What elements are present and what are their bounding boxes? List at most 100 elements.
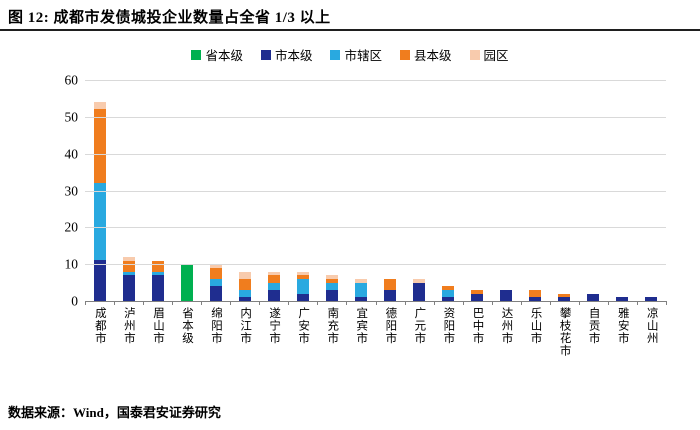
bar-column: [405, 80, 434, 301]
x-tick-mark: [259, 301, 261, 305]
y-tick-label: 30: [64, 182, 79, 198]
bar-segment: [93, 102, 106, 110]
bar-column: [172, 80, 201, 301]
bar-segment: [209, 278, 222, 287]
bar-segment: [325, 275, 338, 279]
x-label-column: 凉山州: [637, 307, 666, 357]
bar-segment: [122, 275, 135, 301]
x-tick-mark: [462, 301, 464, 305]
bar-segment: [296, 293, 309, 301]
x-tick-mark: [172, 301, 174, 305]
stacked-bar: [413, 278, 426, 301]
bar-segment: [616, 297, 629, 301]
bar-column: [463, 80, 492, 301]
figure-title: 图 12: 成都市发债城投企业数量占全省 1/3 以上: [8, 10, 331, 26]
bar-segment: [383, 289, 396, 301]
x-tick-mark: [520, 301, 522, 305]
x-label-column: 内江市: [230, 307, 259, 357]
legend-swatch-icon: [400, 49, 410, 60]
x-category-label: 广元市: [413, 307, 426, 345]
bar-segment: [93, 183, 106, 261]
legend-item: 市本级: [260, 45, 313, 64]
y-tick-label: 20: [64, 219, 79, 235]
gridline: [85, 264, 666, 266]
bar-segment: [354, 297, 367, 301]
legend-label: 市本级: [274, 49, 313, 63]
x-category-label: 达州市: [500, 307, 513, 345]
bar-column: [85, 80, 114, 301]
bar-segment: [325, 289, 338, 301]
x-category-label: 德阳市: [384, 307, 397, 345]
x-tick-mark: [346, 301, 348, 305]
x-category-label: 攀枝花市: [558, 307, 571, 357]
x-label-column: 资阳市: [434, 307, 463, 357]
x-label-column: 雅安市: [608, 307, 637, 357]
x-label-column: 成都市: [85, 307, 114, 357]
stacked-bar: [325, 275, 338, 301]
bar-segment: [296, 275, 309, 279]
gridline: [85, 116, 666, 118]
bar-segment: [209, 264, 222, 268]
x-tick-mark: [433, 301, 435, 305]
bar-segment: [354, 282, 367, 298]
x-label-column: 自贡市: [579, 307, 608, 357]
x-tick-mark: [201, 301, 203, 305]
bar-series-container: [85, 80, 666, 301]
bar-column: [375, 80, 404, 301]
bar-segment: [325, 278, 338, 283]
bar-column: [608, 80, 637, 301]
legend-label: 县本级: [414, 49, 452, 63]
bar-column: [230, 80, 259, 301]
bar-column: [317, 80, 346, 301]
x-label-column: 宜宾市: [346, 307, 375, 357]
bar-column: [201, 80, 230, 301]
x-category-label: 乐山市: [529, 307, 542, 345]
bar-column: [550, 80, 579, 301]
bar-segment: [238, 271, 251, 279]
x-category-label: 内江市: [239, 307, 252, 345]
bar-segment: [558, 293, 571, 298]
bar-segment: [151, 271, 164, 276]
bar-segment: [442, 286, 455, 290]
bar-segment: [442, 289, 455, 298]
x-label-column: 眉山市: [143, 307, 172, 357]
bar-segment: [267, 289, 280, 301]
bar-segment: [180, 264, 193, 301]
legend-label: 园区: [483, 49, 509, 63]
x-category-label: 泸州市: [122, 307, 135, 345]
x-tick-mark: [549, 301, 551, 305]
x-category-label: 凉山州: [645, 307, 658, 345]
bar-segment: [529, 297, 542, 301]
stacked-bar: [122, 256, 135, 301]
bar-segment: [296, 271, 309, 276]
bar-segment: [529, 289, 542, 298]
x-tick-mark: [607, 301, 609, 305]
bar-column: [637, 80, 666, 301]
legend-item: 省本级: [191, 45, 243, 64]
bar-column: [143, 80, 172, 301]
x-tick-mark: [578, 301, 580, 305]
stacked-bar: [267, 271, 280, 301]
gridline: [85, 153, 666, 155]
bar-segment: [122, 260, 135, 272]
x-tick-mark: [85, 301, 86, 305]
bar-segment: [209, 267, 222, 279]
x-label-column: 乐山市: [521, 307, 550, 357]
bar-column: [288, 80, 317, 301]
stacked-bar: [645, 297, 658, 301]
bar-segment: [122, 271, 135, 276]
x-category-label: 资阳市: [442, 307, 455, 345]
legend-swatch-icon: [260, 49, 271, 60]
x-tick-mark: [114, 301, 116, 305]
gridline: [85, 80, 666, 81]
legend-label: 市辖区: [344, 49, 382, 63]
x-tick-mark: [636, 301, 638, 305]
legend-label: 省本级: [205, 49, 243, 63]
x-tick-mark: [143, 301, 145, 305]
x-tick-mark: [491, 301, 493, 305]
stacked-bar: [180, 264, 193, 301]
bar-column: [521, 80, 550, 301]
bar-segment: [209, 286, 222, 301]
stacked-bar: [354, 278, 367, 301]
x-category-label: 遂宁市: [268, 307, 281, 345]
